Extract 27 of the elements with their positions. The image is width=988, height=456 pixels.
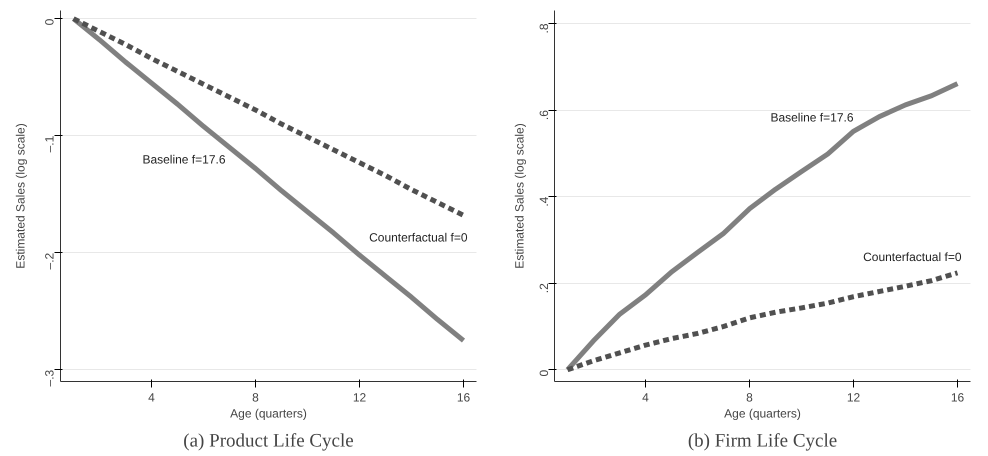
x-tick-label: 16 bbox=[456, 390, 470, 404]
y-tick-label: .2 bbox=[537, 282, 551, 294]
y-tick-label: .4 bbox=[537, 196, 551, 207]
y-tick-label: –.1 bbox=[42, 135, 56, 152]
text: (b) Firm Life Cycle bbox=[688, 430, 838, 452]
series-label: Baseline f=17.6 bbox=[770, 110, 854, 124]
x-tick-label: 4 bbox=[148, 390, 156, 404]
y-axis-title: Estimated Sales (log scale) bbox=[14, 123, 28, 269]
y-tick-label: –.3 bbox=[42, 369, 56, 386]
x-tick-label: 12 bbox=[352, 390, 366, 404]
x-tick-label: 16 bbox=[950, 390, 964, 404]
y-tick-label: 0 bbox=[537, 369, 551, 376]
series-label: Counterfactual f=0 bbox=[369, 230, 468, 244]
y-tick-label: –.2 bbox=[42, 252, 56, 270]
y-tick-label: 0 bbox=[42, 18, 56, 26]
y-tick-label: .8 bbox=[537, 23, 551, 34]
x-tick-label: 12 bbox=[846, 390, 860, 404]
x-axis-title: Age (quarters) bbox=[724, 406, 801, 420]
text: (a) Product Life Cycle bbox=[183, 430, 354, 452]
x-tick-label: 4 bbox=[642, 390, 650, 404]
series-label: Counterfactual f=0 bbox=[863, 250, 962, 264]
series-label: Baseline f=17.6 bbox=[142, 152, 226, 166]
x-tick-label: 8 bbox=[746, 390, 754, 404]
y-tick-label: .6 bbox=[537, 110, 551, 120]
y-axis-title: Estimated Sales (log scale) bbox=[512, 123, 526, 269]
x-tick-label: 8 bbox=[252, 390, 260, 404]
x-axis-title: Age (quarters) bbox=[230, 406, 307, 420]
